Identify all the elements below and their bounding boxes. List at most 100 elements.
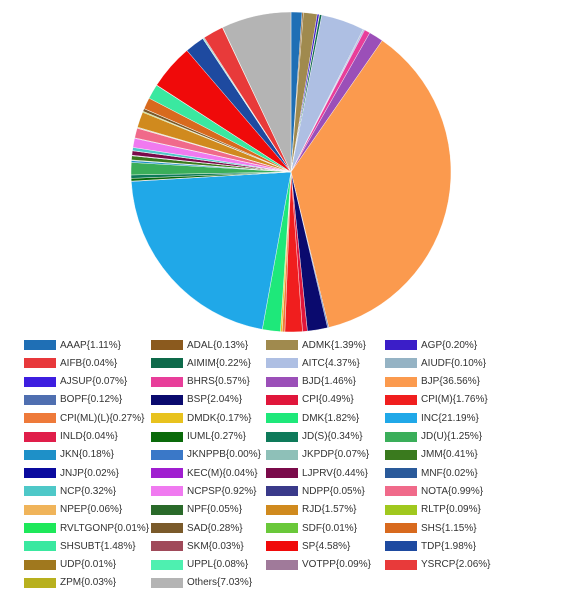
- legend-item: INC{21.19%}: [385, 411, 479, 425]
- legend-label: UDP{0.01%}: [60, 559, 117, 571]
- legend-swatch: [266, 431, 298, 442]
- legend-swatch: [24, 504, 56, 515]
- legend-item: CPI(ML)(L){0.27%}: [24, 411, 144, 425]
- legend-swatch: [151, 340, 183, 350]
- legend-swatch: [24, 376, 56, 387]
- legend-swatch: [385, 486, 417, 497]
- legend-label: JMM{0.41%}: [421, 449, 478, 461]
- legend-swatch: [385, 559, 417, 570]
- legend-label: SHSUBT{1.48%}: [60, 540, 136, 552]
- legend-item: DMDK{0.17%}: [151, 411, 251, 425]
- legend-item: BSP{2.04%}: [151, 393, 242, 407]
- legend-swatch: [151, 413, 183, 424]
- legend-label: SHS{1.15%}: [421, 522, 477, 534]
- legend-item: SAD{0.28%}: [151, 521, 243, 535]
- legend-swatch: [24, 468, 56, 479]
- legend-item: JNJP{0.02%}: [24, 466, 119, 480]
- legend-swatch: [24, 541, 56, 552]
- legend-swatch: [385, 394, 417, 405]
- legend-label: ADAL{0.13%}: [187, 339, 249, 351]
- legend-item: NCPSP{0.92%}: [151, 484, 257, 498]
- legend-label: JKNPPB{0.00%}: [187, 449, 261, 461]
- legend-label: NOTA{0.99%}: [421, 485, 484, 497]
- legend-swatch: [385, 449, 417, 460]
- legend-swatch: [266, 358, 298, 369]
- legend-label: SKM{0.03%}: [187, 540, 244, 552]
- legend-swatch: [24, 523, 56, 533]
- legend-swatch: [385, 340, 417, 350]
- legend-swatch: [266, 413, 298, 424]
- legend-label: CPI(M){1.76%}: [421, 394, 488, 406]
- legend-item: SP{4.58%}: [266, 539, 350, 553]
- legend-swatch: [266, 541, 298, 552]
- legend-item: SDF{0.01%}: [266, 521, 357, 535]
- legend-item: JKNPPB{0.00%}: [151, 448, 261, 462]
- legend-swatch: [151, 541, 183, 552]
- legend-swatch: [385, 523, 417, 533]
- legend-label: UPPL{0.08%}: [187, 559, 249, 571]
- legend-item: AIUDF{0.10%}: [385, 356, 486, 370]
- legend-label: JD(U){1.25%}: [421, 431, 483, 442]
- legend-label: DMDK{0.17%}: [187, 412, 252, 424]
- legend-swatch: [385, 413, 417, 424]
- legend-label: RVLTGONP{0.01%}: [60, 522, 150, 534]
- legend-item: TDP{1.98%}: [385, 539, 476, 553]
- legend-swatch: [266, 559, 298, 570]
- legend-swatch: [266, 504, 298, 515]
- legend-swatch: [151, 394, 183, 405]
- legend-swatch: [151, 358, 183, 369]
- legend-item: AIFB{0.04%}: [24, 356, 117, 370]
- legend-swatch: [151, 559, 183, 570]
- legend-item: NCP{0.32%}: [24, 484, 116, 498]
- legend-item: JD(S){0.34%}: [266, 430, 363, 444]
- legend-swatch: [24, 358, 56, 369]
- legend-label: NPF{0.05%}: [187, 504, 243, 516]
- legend-swatch: [151, 431, 183, 442]
- legend-swatch: [24, 577, 56, 588]
- legend-swatch: [24, 340, 56, 350]
- legend-swatch: [24, 413, 56, 424]
- legend-swatch: [266, 449, 298, 460]
- legend-label: NCP{0.32%}: [60, 485, 117, 497]
- legend-item: BHRS{0.57%}: [151, 375, 250, 389]
- legend-item: JKN{0.18%}: [24, 448, 114, 462]
- legend-swatch: [266, 376, 298, 387]
- legend-item: KEC(M){0.04%}: [151, 466, 258, 480]
- legend-label: INC{21.19%}: [421, 412, 479, 424]
- legend: AAAP{1.11%} ADAL{0.13%} ADMK{1.39%} AGP{0.2…: [20, 338, 575, 588]
- legend-swatch: [151, 577, 183, 588]
- legend-label: Others{7.03%}: [187, 577, 253, 589]
- legend-swatch: [385, 468, 417, 479]
- legend-label: NDPP{0.05%}: [302, 485, 365, 497]
- legend-swatch: [151, 449, 183, 460]
- legend-swatch: [151, 468, 183, 479]
- legend-item: Others{7.03%}: [151, 576, 252, 590]
- legend-swatch: [385, 358, 417, 369]
- legend-item: AITC{4.37%}: [266, 356, 360, 370]
- legend-swatch: [266, 394, 298, 405]
- legend-label: JD(S){0.34%}: [302, 431, 363, 442]
- legend-label: SAD{0.28%}: [187, 522, 243, 534]
- legend-item: AAAP{1.11%}: [24, 338, 121, 352]
- legend-item: NPF{0.05%}: [151, 503, 242, 517]
- legend-label: BOPF{0.12%}: [60, 394, 123, 406]
- legend-label: BHRS{0.57%}: [187, 376, 250, 388]
- legend-swatch: [24, 449, 56, 460]
- legend-label: RLTP{0.09%}: [421, 504, 481, 516]
- legend-item: JD(U){1.25%}: [385, 430, 482, 444]
- legend-item: UDP{0.01%}: [24, 558, 116, 572]
- legend-item: SKM{0.03%}: [151, 539, 244, 553]
- legend-label: AGP{0.20%}: [421, 339, 478, 351]
- legend-item: SHSUBT{1.48%}: [24, 539, 136, 553]
- pie-slice-19: [131, 171, 292, 330]
- legend-item: RLTP{0.09%}: [385, 503, 481, 517]
- legend-label: SDF{0.01%}: [302, 522, 358, 534]
- legend-label: AITC{4.37%}: [302, 357, 360, 369]
- legend-item: SHS{1.15%}: [385, 521, 477, 535]
- legend-item: MNF{0.02%}: [385, 466, 478, 480]
- legend-label: BJD{1.46%}: [302, 376, 356, 388]
- legend-item: ZPM{0.03%}: [24, 576, 116, 590]
- legend-item: YSRCP{2.06%}: [385, 558, 491, 572]
- legend-label: IUML{0.27%}: [187, 431, 246, 442]
- legend-item: JMM{0.41%}: [385, 448, 478, 462]
